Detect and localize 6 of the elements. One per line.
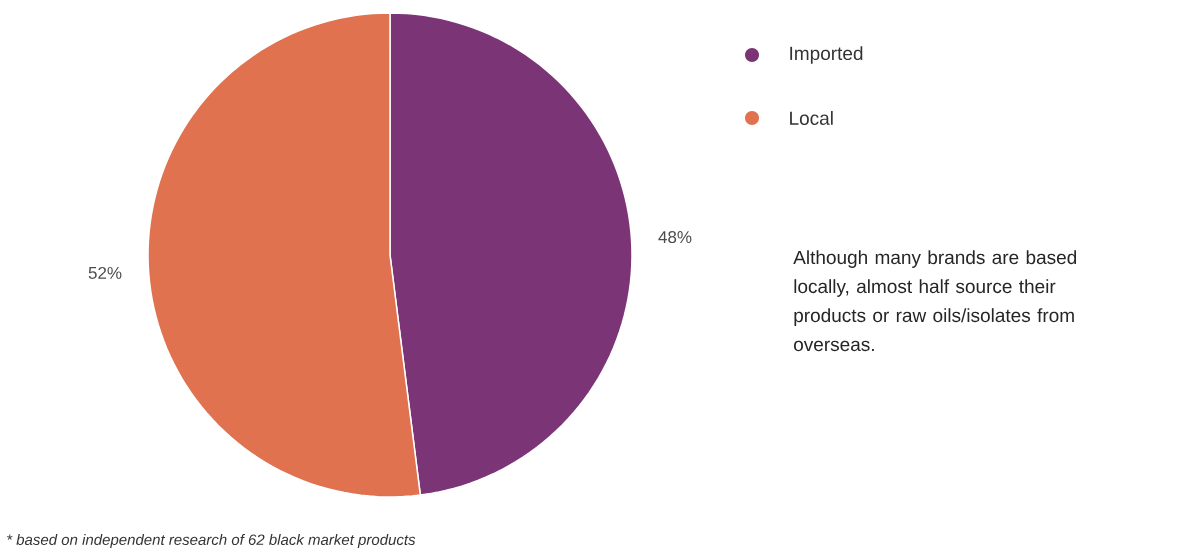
text: Although many brands are based locally, almost half source their products or raw oils/isolates from overseas. <box>793 250 1077 352</box>
legend-label: Imported <box>790 46 863 64</box>
data-label: 48% <box>658 231 692 244</box>
text: * based on independent research of 62 black market products <box>7 533 416 548</box>
legend-label: Local <box>790 111 833 125</box>
data-label: 52% <box>88 266 122 279</box>
